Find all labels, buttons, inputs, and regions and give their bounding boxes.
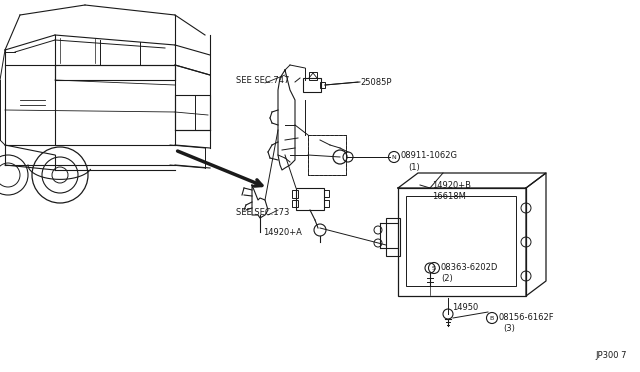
Bar (386, 218, 400, 256)
Text: S: S (432, 266, 436, 270)
Bar (324, 190, 329, 197)
Bar (320, 82, 325, 88)
Text: (2): (2) (441, 273, 452, 282)
Bar (324, 200, 329, 207)
Text: SEE SEC.173: SEE SEC.173 (236, 208, 289, 217)
Text: 08156-6162F: 08156-6162F (499, 312, 555, 321)
Bar (406, 196, 516, 286)
Text: 14950: 14950 (452, 304, 478, 312)
Text: N: N (392, 154, 396, 160)
Bar (292, 190, 298, 198)
Text: (3): (3) (503, 324, 515, 333)
Text: 25085P: 25085P (360, 77, 392, 87)
Text: 08363-6202D: 08363-6202D (441, 263, 499, 272)
Text: 08911-1062G: 08911-1062G (401, 151, 458, 160)
Bar (308, 135, 346, 175)
Bar (309, 72, 317, 80)
Bar (398, 188, 526, 296)
Bar (308, 135, 346, 175)
Text: B: B (490, 315, 494, 321)
Text: 14920+A: 14920+A (263, 228, 302, 237)
Text: 16618M: 16618M (432, 192, 466, 201)
Bar (296, 188, 324, 210)
Text: 14920+B: 14920+B (432, 180, 471, 189)
Bar (303, 78, 321, 92)
Text: (1): (1) (408, 163, 420, 171)
Bar (175, 95, 210, 130)
Text: SEE SEC.747: SEE SEC.747 (236, 76, 289, 84)
Text: JP300 7: JP300 7 (595, 350, 627, 359)
Bar (292, 200, 298, 207)
